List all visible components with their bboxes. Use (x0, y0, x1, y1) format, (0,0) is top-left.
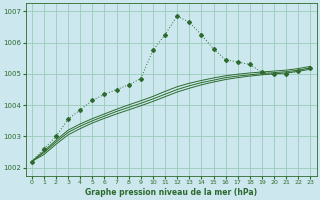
X-axis label: Graphe pression niveau de la mer (hPa): Graphe pression niveau de la mer (hPa) (85, 188, 257, 197)
